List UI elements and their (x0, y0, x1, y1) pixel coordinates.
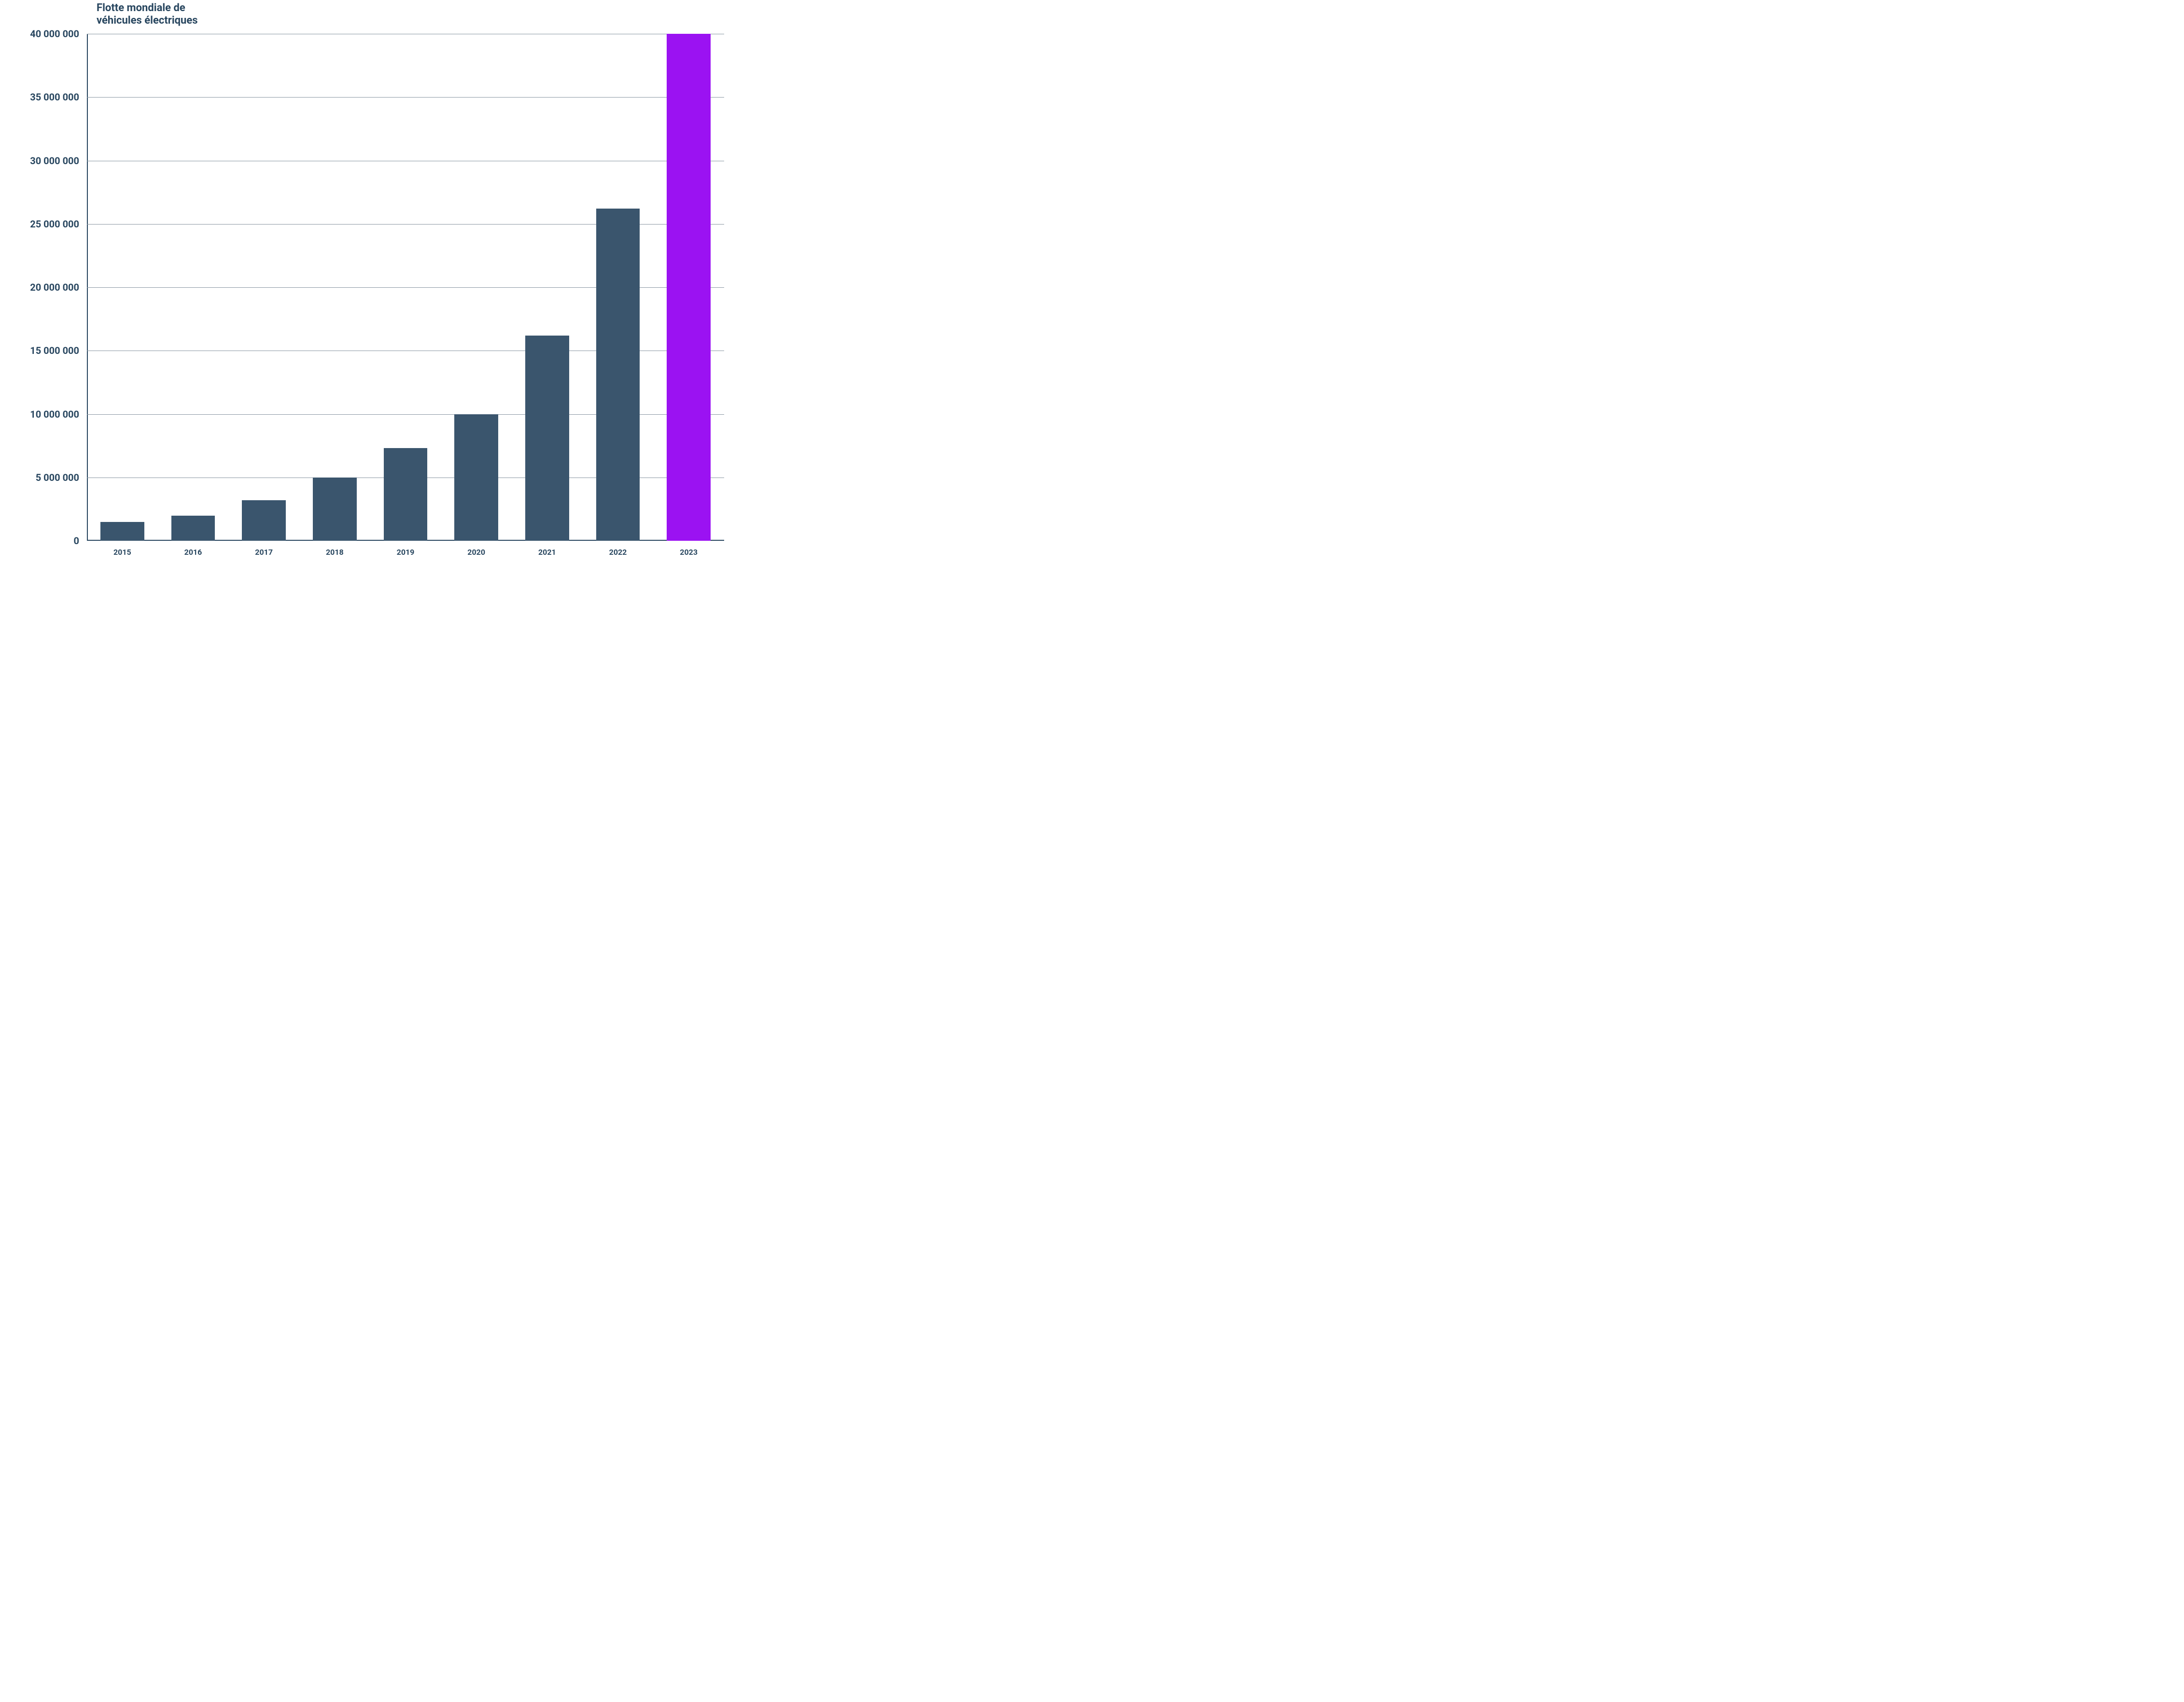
chart-title: Flotte mondiale de véhicules électriques (97, 2, 198, 28)
ev-fleet-bar-chart: Flotte mondiale de véhicules électriques… (0, 0, 734, 572)
bars-container (87, 34, 724, 541)
y-tick-label: 30 000 000 (30, 155, 79, 167)
x-tick-label: 2020 (467, 548, 485, 557)
y-tick-label: 0 (74, 535, 79, 547)
bar-2016 (171, 516, 215, 541)
x-tick-label: 2018 (326, 548, 344, 557)
y-tick-label: 10 000 000 (30, 408, 79, 420)
y-tick-label: 5 000 000 (36, 472, 79, 483)
bar-2020 (454, 414, 498, 541)
y-tick-label: 20 000 000 (30, 281, 79, 293)
plot-area (87, 34, 724, 541)
x-tick-label: 2023 (680, 548, 698, 557)
bar-2021 (525, 336, 569, 541)
x-tick-label: 2021 (538, 548, 556, 557)
y-tick-label: 15 000 000 (30, 345, 79, 356)
x-tick-label: 2019 (397, 548, 415, 557)
bar-2022 (596, 209, 640, 541)
bar-2019 (384, 448, 428, 541)
x-tick-label: 2015 (113, 548, 131, 557)
bar-2018 (313, 478, 357, 541)
x-tick-label: 2016 (184, 548, 202, 557)
bar-2023 (667, 34, 711, 541)
x-tick-label: 2022 (609, 548, 627, 557)
x-tick-label: 2017 (255, 548, 273, 557)
y-tick-label: 40 000 000 (30, 28, 79, 40)
y-tick-label: 35 000 000 (30, 91, 79, 103)
y-tick-label: 25 000 000 (30, 218, 79, 230)
bar-2015 (100, 522, 144, 541)
bar-2017 (242, 500, 286, 541)
